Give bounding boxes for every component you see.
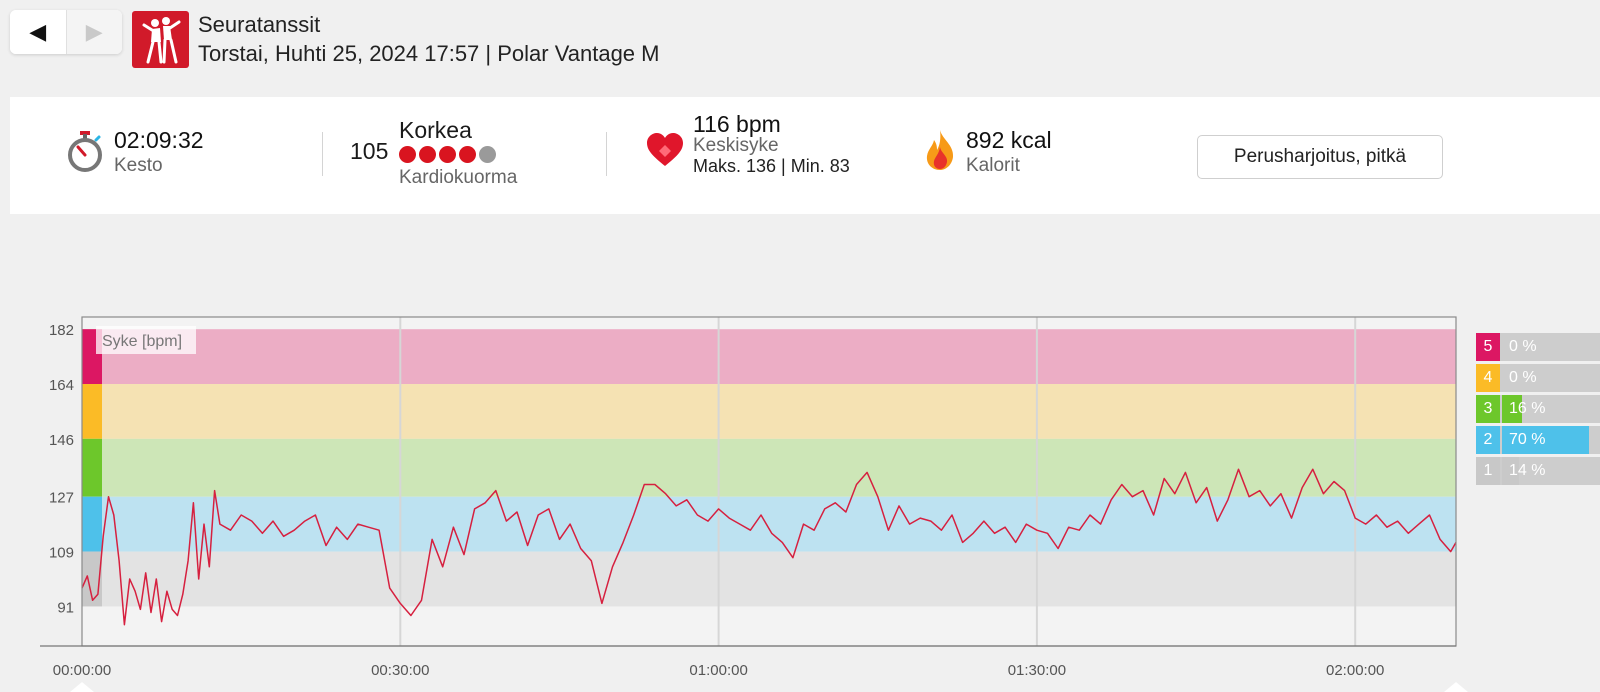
zone-percentage: 0 % — [1509, 369, 1537, 386]
zone-band-3 — [82, 438, 1456, 497]
x-tick-label: 01:30:00 — [1008, 662, 1066, 679]
cardio-load-level: Korkea — [399, 117, 472, 143]
x-tick-label: 00:30:00 — [371, 662, 429, 679]
zone-marker-4 — [82, 384, 102, 439]
duration-value: 02:09:32 — [114, 127, 204, 153]
zone-percentage: 0 % — [1509, 338, 1537, 355]
cardio-load-label: Kardiokuorma — [399, 167, 518, 188]
y-tick-label: 127 — [49, 490, 74, 507]
y-tick-label: 109 — [49, 545, 74, 562]
training-benefit-button[interactable]: Perusharjoitus, pitkä — [1197, 135, 1443, 179]
stopwatch-icon — [68, 131, 102, 172]
calories-label: Kalorit — [966, 155, 1020, 176]
y-tick-label: 182 — [49, 322, 74, 339]
cardio-load-stat: 105 Korkea Kardiokuorma — [350, 117, 550, 197]
series-label-background — [96, 326, 196, 354]
divider — [606, 132, 607, 176]
zone-band-1 — [82, 551, 1456, 607]
calories-value: 892 kcal — [966, 127, 1052, 153]
cardio-load-dot — [399, 146, 416, 163]
triangle-right-icon: ▶ — [85, 19, 103, 44]
range-handle-right — [1444, 682, 1468, 692]
average-hr-label: Keskisyke — [693, 135, 779, 156]
zone-marker-2 — [82, 496, 102, 552]
heart-rate-chart: 182 164 146 127 109 91 00:00:00 00:30:00 01:00:0… — [40, 316, 1468, 692]
summary-card: 02:09:32 Kesto 105 Korkea Kardiokuorma 1… — [10, 97, 1600, 214]
hr-max-min: Maks. 136 | Min. 83 — [693, 156, 850, 176]
zone-number: 4 — [1476, 364, 1500, 392]
zone-band-4 — [82, 384, 1456, 439]
session-nav: ◀ ▶ — [10, 10, 122, 54]
y-tick-label: 91 — [57, 599, 74, 616]
cardio-load-dot — [459, 146, 476, 163]
duration-label: Kesto — [114, 155, 163, 176]
y-tick-label: 164 — [49, 377, 74, 394]
sport-name: Seuratanssit — [198, 12, 321, 37]
series-label: Syke [bpm] — [102, 333, 182, 350]
zone-fill-bar — [1502, 457, 1519, 485]
zone-number: 3 — [1476, 395, 1500, 423]
heart-rate-stat: 116 bpm Keskisyke Maks. 136 | Min. 83 — [646, 111, 876, 211]
zone-row-1: 1 14 % — [1476, 457, 1600, 485]
zone-row-3: 3 16 % — [1476, 395, 1600, 423]
x-tick-label: 02:00:00 — [1326, 662, 1384, 679]
next-session-button[interactable]: ▶ — [65, 10, 122, 54]
y-tick-label: 146 — [49, 432, 74, 449]
dancing-couple-icon — [132, 11, 189, 68]
cardio-load-dot — [439, 146, 456, 163]
session-date-device: Torstai, Huhti 25, 2024 17:57 | Polar Va… — [198, 41, 660, 66]
zone-marker-1 — [82, 551, 102, 607]
cardio-load-value: 105 — [350, 138, 389, 164]
zone-fill-bar — [1502, 395, 1522, 423]
zone-marker-3 — [82, 438, 102, 497]
range-handle-left — [70, 682, 94, 692]
zone-band-5 — [82, 329, 1456, 385]
zone-fill-bar — [1502, 426, 1589, 454]
zone-row-5: 5 0 % — [1476, 333, 1600, 361]
zone-percentage: 70 % — [1509, 431, 1546, 448]
heart-rate-series-line — [81, 468, 1457, 626]
flame-icon — [926, 130, 954, 170]
cardio-load-dot — [419, 146, 436, 163]
zone-row-4: 4 0 % — [1476, 364, 1600, 392]
zone-percentage: 14 % — [1509, 462, 1546, 479]
average-hr-value: 116 bpm — [693, 111, 781, 137]
x-tick-label: 00:00:00 — [53, 662, 111, 679]
divider — [322, 132, 323, 176]
zone-number: 2 — [1476, 426, 1500, 454]
zone-number: 1 — [1476, 457, 1500, 485]
x-tick-label: 01:00:00 — [689, 662, 747, 679]
cardio-load-dot — [479, 146, 496, 163]
zone-band-2 — [82, 496, 1456, 552]
heart-icon — [647, 133, 683, 166]
cardio-load-dots — [399, 146, 496, 163]
zone-number: 5 — [1476, 333, 1500, 361]
zone-percentage: 16 % — [1509, 400, 1546, 417]
triangle-left-icon: ◀ — [29, 19, 47, 44]
previous-session-button[interactable]: ◀ — [10, 10, 66, 54]
zone-row-2: 2 70 % — [1476, 426, 1600, 454]
